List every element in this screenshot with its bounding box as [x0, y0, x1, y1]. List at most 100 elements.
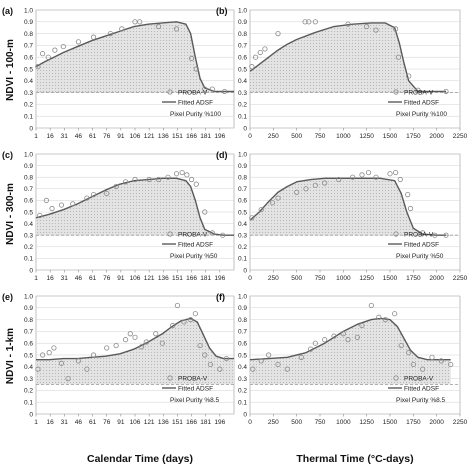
y-tick-label: 0.3 — [238, 376, 247, 383]
x-tick-label: 1000 — [336, 275, 351, 282]
proba-v-point — [188, 176, 195, 183]
proba-v-point — [58, 202, 65, 208]
proba-v-point — [345, 337, 351, 343]
proba-v-point — [84, 195, 90, 201]
proba-v-point — [368, 302, 374, 309]
proba-v-point — [221, 88, 228, 95]
panels-group: 0 0.1 0.2 0.3 0.4 0.5 0.6 0.7 0.8 0.9 1.0 1 16 31 46 61… — [2, 6, 468, 426]
proba-v-point — [258, 207, 264, 213]
x-tick-label: 136 — [158, 419, 169, 426]
proba-v-point — [46, 350, 52, 356]
y-tick-label: 0.6 — [24, 198, 33, 205]
y-tick-label: 0.3 — [24, 90, 33, 97]
proba-v-point — [359, 172, 365, 178]
proba-v-point — [155, 176, 162, 183]
proba-v-point — [223, 355, 230, 362]
x-tick-label: 181 — [200, 419, 211, 426]
x-tick-label: 0 — [248, 133, 252, 140]
fitted-adsf-line — [35, 177, 234, 236]
proba-v-point — [308, 346, 314, 352]
proba-v-point — [438, 358, 444, 364]
y-tick-label: 0 — [29, 411, 33, 418]
y-tick-label: 0.6 — [24, 341, 33, 348]
y-tick-label: 0.7 — [238, 186, 247, 193]
legend-label-proba-v: PROBA-V — [178, 231, 208, 238]
y-tick-label: 0.7 — [24, 43, 33, 50]
proba-v-point — [262, 46, 268, 52]
y-tick-label: 0.2 — [24, 244, 33, 251]
proba-v-point — [58, 360, 65, 366]
proba-v-point — [405, 192, 411, 198]
x-tick-label: 1000 — [336, 419, 351, 426]
proba-v-point — [407, 205, 414, 212]
y-tick-label: 1.0 — [24, 293, 33, 300]
legend-label-fitted: Fitted ADSF — [404, 241, 439, 248]
proba-v-point — [84, 366, 90, 372]
y-tick-label: 0.1 — [24, 400, 33, 407]
y-tick-label: 0.4 — [24, 221, 33, 228]
y-tick-label: 0.3 — [24, 376, 33, 383]
legend-marker-proba-v — [393, 231, 399, 237]
fitted-adsf-line — [249, 22, 446, 93]
y-tick-label: 0 — [243, 411, 247, 418]
pixel-purity-label: Pixel Purity %100 — [396, 111, 447, 118]
y-tick-label: 0.5 — [238, 209, 247, 216]
x-tick-label: 121 — [144, 419, 155, 426]
proba-v-point — [193, 66, 199, 72]
proba-v-point — [359, 322, 365, 329]
proba-v-point — [165, 174, 171, 180]
proba-v-point — [217, 366, 223, 372]
legend-label-proba-v: PROBA-V — [404, 231, 434, 238]
panel-label: (a) — [2, 6, 13, 16]
legend-label-fitted: Fitted ADSF — [178, 385, 213, 392]
x-tick-label: 500 — [291, 133, 302, 140]
y-tick-label: 1.0 — [238, 293, 247, 300]
x-tick-label: 196 — [214, 133, 225, 140]
x-tick-label: 750 — [315, 133, 326, 140]
y-tick-label: 0.4 — [24, 364, 33, 371]
x-tick-label: 121 — [144, 133, 155, 140]
panel-c: 0 0.1 0.2 0.3 0.4 0.5 0.6 0.7 0.8 0.9 1.0 1 16 31 46 61… — [2, 150, 235, 282]
proba-v-point — [406, 350, 412, 356]
x-tick-label: 1250 — [359, 275, 374, 282]
y-tick-label: 0.1 — [24, 114, 33, 121]
panel-a: 0 0.1 0.2 0.3 0.4 0.5 0.6 0.7 0.8 0.9 1.0 1 16 31 46 61… — [2, 6, 235, 140]
proba-v-point — [170, 322, 176, 329]
y-tick-label: 0.7 — [238, 329, 247, 336]
proba-v-point — [331, 333, 337, 339]
x-tick-label: 166 — [186, 133, 197, 140]
proba-v-point — [364, 23, 370, 30]
x-tick-label: 151 — [172, 275, 183, 282]
y-tick-label: 0.4 — [238, 364, 247, 371]
panel-label: (c) — [2, 150, 13, 160]
legend-label-fitted: Fitted ADSF — [178, 99, 213, 106]
y-tick-label: 0.4 — [24, 78, 33, 85]
legend-marker-proba-v — [167, 375, 173, 381]
proba-v-point — [392, 26, 399, 32]
proba-v-point — [119, 26, 125, 32]
proba-v-point — [398, 342, 404, 349]
proba-v-point — [75, 39, 82, 45]
x-tick-label: 166 — [186, 419, 197, 426]
panel-d: 0 0.1 0.2 0.3 0.4 0.5 0.6 0.7 0.8 0.9 1.0 0 250 500 75… — [216, 150, 468, 282]
x-tick-label: 1250 — [359, 419, 374, 426]
panel-f: 0 0.1 0.2 0.3 0.4 0.5 0.6 0.7 0.8 0.9 1.0 0 250 500 75… — [216, 292, 468, 426]
legend-label-proba-v: PROBA-V — [404, 375, 434, 382]
y-tick-label: 0.1 — [238, 400, 247, 407]
y-tick-label: 1.0 — [24, 151, 33, 158]
area-fill — [36, 318, 234, 385]
proba-v-point — [137, 19, 143, 25]
y-tick-label: 1.0 — [238, 7, 247, 14]
x-tick-label: 196 — [214, 419, 225, 426]
y-tick-label: 0.7 — [238, 43, 247, 50]
legend-label-fitted: Fitted ADSF — [404, 99, 439, 106]
panel-e: 0 0.1 0.2 0.3 0.4 0.5 0.6 0.7 0.8 0.9 1.0 1 16 31 46 61… — [2, 292, 235, 426]
y-tick-label: 0.5 — [24, 352, 33, 359]
x-tick-label: 46 — [75, 275, 83, 282]
area-fill — [36, 21, 234, 93]
panel-label: (e) — [2, 292, 13, 302]
proba-v-point — [51, 345, 57, 351]
y-tick-label: 0.2 — [238, 244, 247, 251]
area-fill — [36, 178, 234, 236]
y-tick-label: 0.7 — [24, 329, 33, 336]
